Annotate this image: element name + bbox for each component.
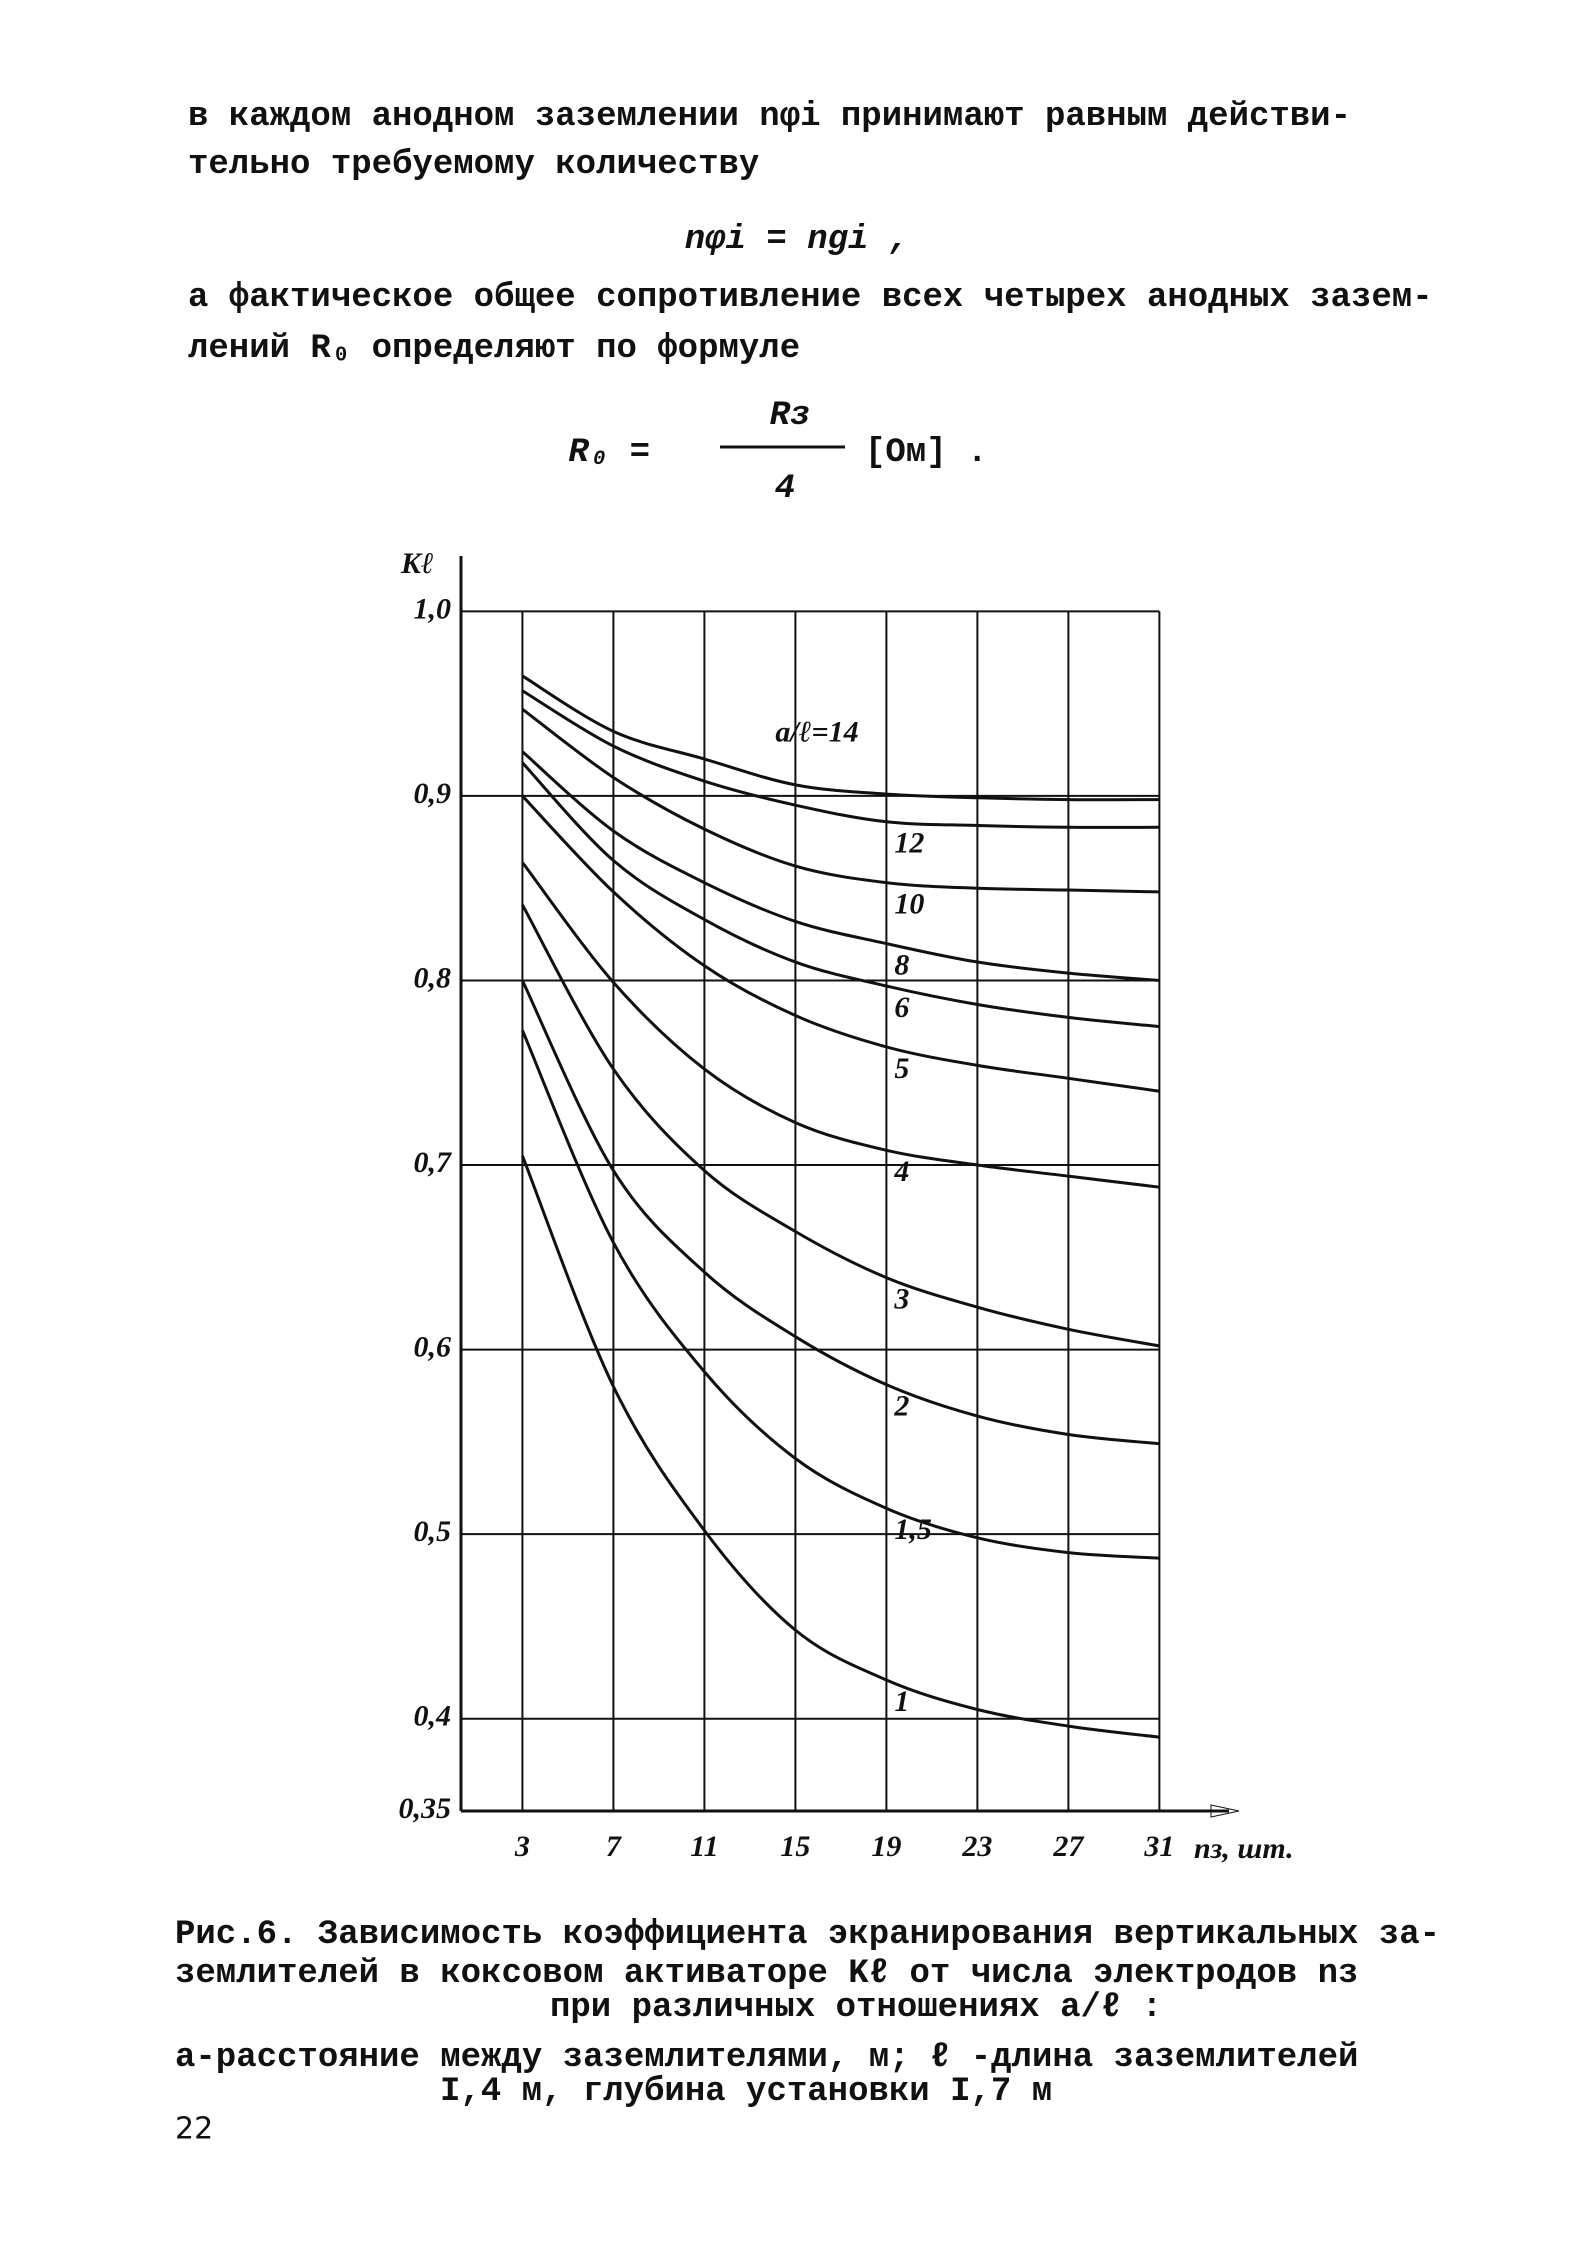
- curve: [521, 761, 1160, 1029]
- page-number: 22: [175, 2112, 213, 2147]
- y-tick-label: 0,6: [414, 1330, 452, 1363]
- paragraph-line: тельно требуемому количеству: [188, 146, 759, 184]
- curve-label: 3: [893, 1283, 909, 1316]
- curve: [521, 861, 1160, 1189]
- y-tick-label: 0,9: [414, 777, 452, 810]
- x-tick-label: 15: [780, 1830, 810, 1863]
- curve: [521, 750, 1160, 982]
- x-tick-label: 23: [961, 1830, 992, 1863]
- formula: nφi = ngi ,: [685, 221, 909, 259]
- curve: [521, 904, 1160, 1348]
- x-tick-label: 27: [1052, 1830, 1084, 1863]
- curve-label: 1,5: [894, 1513, 932, 1546]
- y-tick-label: 0,35: [399, 1792, 452, 1825]
- y-tick-label: 0,4: [414, 1700, 452, 1733]
- x-axis-label: nз, шт.: [1194, 1832, 1294, 1865]
- x-tick-label: 7: [606, 1830, 622, 1863]
- paragraph-line: а фактическое общее сопротивление всех ч…: [188, 279, 1433, 317]
- y-tick-label: 0,7: [414, 1146, 453, 1179]
- curve: [521, 707, 1160, 894]
- x-tick-label: 3: [514, 1830, 530, 1863]
- curve-label: 10: [894, 888, 924, 921]
- curve-label: 4: [893, 1155, 909, 1188]
- caption-line: при различных отношениях a/ℓ :: [550, 1989, 1162, 2027]
- x-tick-label: 11: [690, 1830, 718, 1863]
- formula-numerator: Rз: [770, 397, 811, 435]
- x-tick-label: 19: [871, 1830, 901, 1863]
- chart: 0,350,40,50,60,70,80,91,03 7 11 15 19 23 27 31K…: [399, 547, 1294, 1865]
- curve-label: a/ℓ=14: [775, 716, 858, 749]
- y-tick-label: 1,0: [414, 592, 452, 625]
- curve: [521, 674, 1160, 802]
- curve-label: 1: [894, 1685, 909, 1718]
- note-line: а-расстояние между заземлителями, м; ℓ -…: [175, 2039, 1358, 2077]
- curve-label: 2: [893, 1390, 909, 1423]
- y-tick-label: 0,8: [414, 961, 452, 994]
- caption-line: Рис.6. Зависимость коэффициента экраниро…: [175, 1916, 1440, 1954]
- curve: [521, 1155, 1160, 1739]
- x-axis-arrow: [1210, 1804, 1240, 1818]
- paragraph-line: в каждом анодном заземлении nφi принимаю…: [188, 98, 1351, 136]
- formula-denominator: 4: [775, 470, 795, 508]
- caption-line: землителей в коксовом активаторе Kℓ от ч…: [175, 1955, 1358, 1993]
- formula-unit: [Ом] .: [865, 434, 987, 472]
- curve: [521, 794, 1160, 1093]
- note-line: I,4 м, глубина установки I,7 м: [440, 2073, 1052, 2111]
- curve-label: 6: [894, 991, 909, 1024]
- paragraph-line: лений R₀ определяют по формуле: [188, 330, 800, 368]
- curve: [521, 1029, 1160, 1560]
- curve: [521, 979, 1160, 1446]
- curve-label: 8: [894, 948, 909, 981]
- curve-label: 12: [894, 827, 924, 860]
- curve-label: 5: [894, 1052, 909, 1085]
- x-tick-label: 31: [1143, 1830, 1174, 1863]
- formula-lhs: R₀ =: [568, 434, 650, 472]
- y-axis-label: Kℓ: [400, 547, 434, 580]
- curve: [521, 689, 1160, 829]
- y-tick-label: 0,5: [414, 1515, 452, 1548]
